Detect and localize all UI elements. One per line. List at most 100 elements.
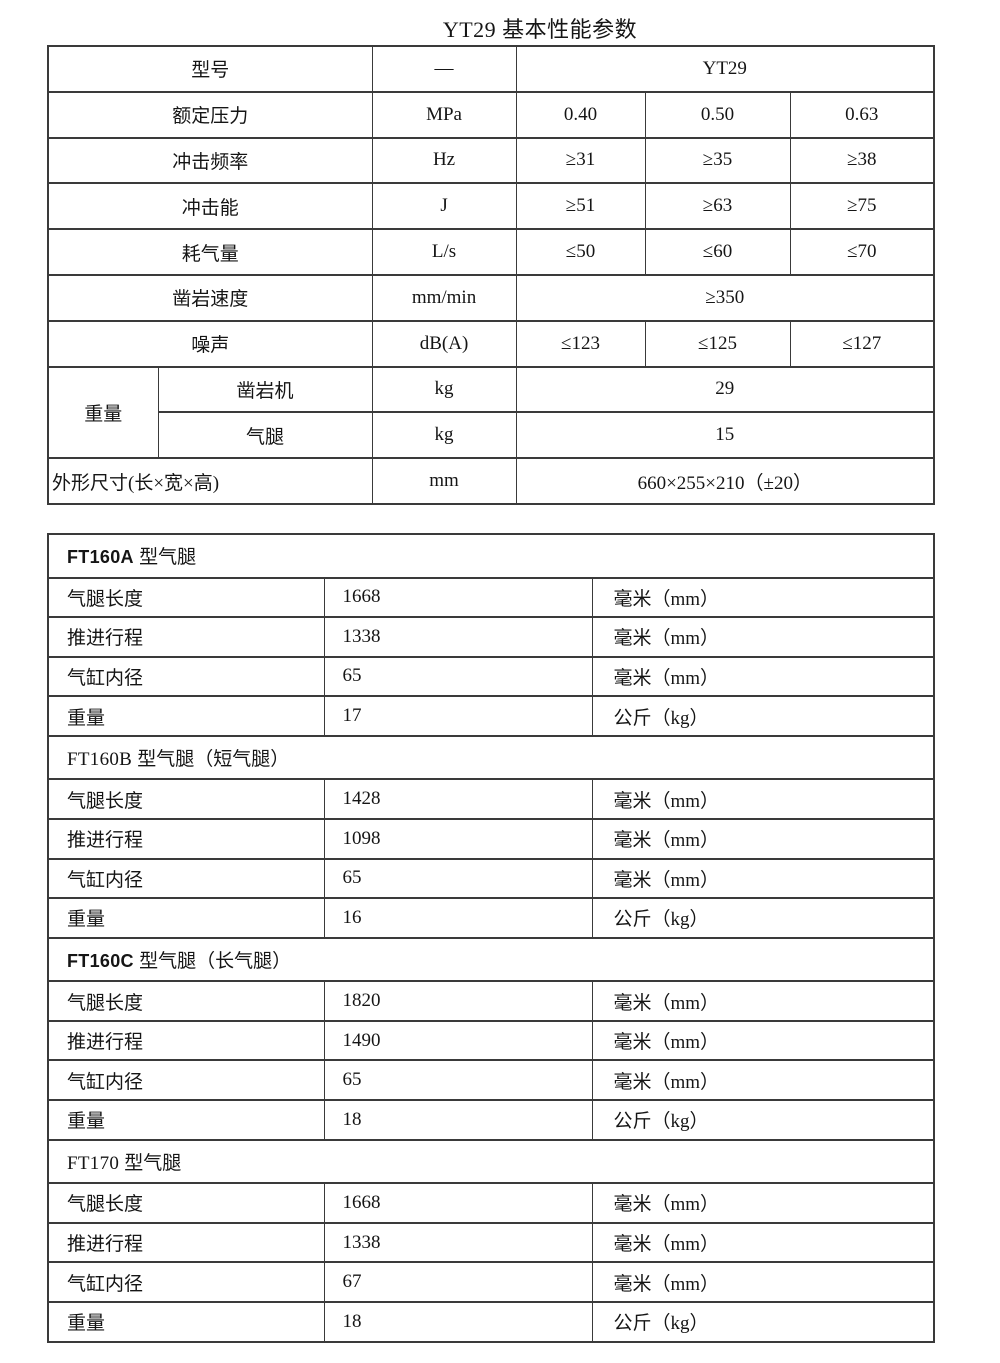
spec-row-model: 型号 — YT29 [47,45,935,93]
row-value: 1490 [323,1019,593,1062]
row-value: 18 [323,1099,593,1141]
section-title-suffix: 型气腿（长气腿） [139,951,292,972]
table-row: 气腿长度 1668 毫米（mm） [47,1182,935,1224]
row-value-1: ≥31 [515,136,646,185]
row-unit: 毫米（mm） [591,576,935,619]
row-value-3: ≥38 [789,136,935,185]
row-unit: 公斤（kg） [591,695,935,737]
row-value-3: ≤70 [789,228,935,276]
spec-row-weight-leg: 气腿 kg 15 [48,411,935,460]
row-unit: 公斤（kg） [591,897,935,939]
row-value: 67 [323,1261,593,1303]
row-label-weight: 重量 [47,365,159,460]
row-label: 气腿长度 [47,778,325,820]
table-row: 推进行程 1338 毫米（mm） [47,1221,935,1264]
table-row: 重量 16 公斤（kg） [47,897,935,939]
row-unit: 毫米（mm） [591,1019,935,1062]
row-value: 18 [323,1300,593,1343]
section-title-suffix: 型气腿（短气腿） [137,749,290,771]
row-label: 推进行程 [47,817,325,860]
row-label: 凿岩速度 [47,273,373,322]
row-value-2: ≥35 [644,136,791,185]
row-unit: MPa [371,90,517,139]
row-value: 15 [515,411,935,460]
row-label: 推进行程 [47,1221,325,1264]
row-value: 660×255×210（±20） [515,457,935,505]
section-title: FT160C 型气腿（长气腿） [47,936,935,983]
row-label: 重量 [47,1099,325,1141]
row-label: 重量 [47,1300,325,1343]
table-row: 气腿长度 1820 毫米（mm） [47,980,935,1022]
row-label: 噪声 [47,319,373,368]
row-label: 气腿长度 [47,980,325,1022]
model-name: FT160B [67,749,133,771]
row-unit: dB(A) [371,319,517,368]
section-header-ft160b: FT160B 型气腿（短气腿） [47,734,935,781]
row-label: 外形尺寸(长×宽×高) [47,457,373,505]
row-unit: Hz [371,136,517,185]
section-header-ft160a: FT160A 型气腿 [47,533,935,579]
row-unit: 毫米（mm） [591,1059,935,1102]
row-unit: mm [371,457,517,505]
row-unit: — [371,45,517,93]
row-label: 重量 [47,695,325,737]
row-label: 耗气量 [47,228,373,276]
spec-table: 型号 — YT29 额定压力 MPa 0.40 0.50 0.63 冲击频率 H… [47,45,936,505]
page-title: YT29 基本性能参数 [442,17,638,42]
row-label: 型号 [47,45,373,93]
row-unit: 毫米（mm） [591,857,935,900]
row-label: 额定压力 [47,90,373,139]
row-value: 1338 [323,1221,593,1264]
row-value-2: 0.50 [644,90,791,139]
row-value-2: ≥63 [644,182,791,231]
section-title: FT160A 型气腿 [47,533,935,579]
spec-row-weight-drill: 重量 凿岩机 kg 29 [47,365,935,460]
row-label: 推进行程 [47,616,325,658]
row-value: 65 [323,655,593,698]
row-unit: 毫米（mm） [591,1182,935,1224]
section-title: FT160B 型气腿（短气腿） [47,734,935,781]
model-name: FT160C [67,951,134,971]
table-row: 重量 18 公斤（kg） [47,1099,935,1141]
row-value: 1820 [323,980,593,1022]
row-label: 推进行程 [47,1019,325,1062]
row-value-3: ≥75 [789,182,935,231]
table-row: 重量 17 公斤（kg） [47,695,935,737]
row-value-1: ≤50 [515,228,646,276]
row-value-3: ≤127 [789,319,935,368]
row-unit: kg [371,365,517,414]
row-value-1: 0.40 [515,90,646,139]
row-sublabel: 凿岩机 [157,365,373,414]
row-value: 65 [323,1059,593,1102]
row-unit: 毫米（mm） [591,1261,935,1303]
spec-row-dimensions: 外形尺寸(长×宽×高) mm 660×255×210（±20） [47,457,935,505]
row-value: 1668 [323,1182,593,1224]
section-header-ft160c: FT160C 型气腿（长气腿） [47,936,935,983]
table-row: 气缸内径 65 毫米（mm） [47,857,935,900]
row-label: 重量 [47,897,325,939]
table-row: 推进行程 1338 毫米（mm） [47,616,935,658]
table-row: 气缸内径 65 毫米（mm） [47,655,935,698]
row-unit: 毫米（mm） [591,980,935,1022]
row-unit: L/s [371,228,517,276]
row-unit: 毫米（mm） [591,817,935,860]
row-value: 1098 [323,817,593,860]
row-label: 气缸内径 [47,1059,325,1102]
row-unit: 公斤（kg） [591,1300,935,1343]
row-value-2: ≤125 [644,319,791,368]
row-value-2: ≤60 [644,228,791,276]
row-value: 17 [323,695,593,737]
row-value: 65 [323,857,593,900]
row-value: ≥350 [515,273,935,322]
spec-row-noise: 噪声 dB(A) ≤123 ≤125 ≤127 [47,319,935,368]
spec-row-drilling-speed: 凿岩速度 mm/min ≥350 [47,273,935,322]
model-name: FT160A [67,547,134,568]
row-sublabel: 气腿 [157,411,373,460]
row-unit: 毫米（mm） [591,616,935,658]
row-value: 1668 [323,576,593,619]
row-value: 1428 [323,778,593,820]
row-label: 气腿长度 [47,1182,325,1224]
section-title: FT170 型气腿 [47,1138,935,1185]
row-unit: 毫米（mm） [591,655,935,698]
row-value-1: ≥51 [515,182,646,231]
